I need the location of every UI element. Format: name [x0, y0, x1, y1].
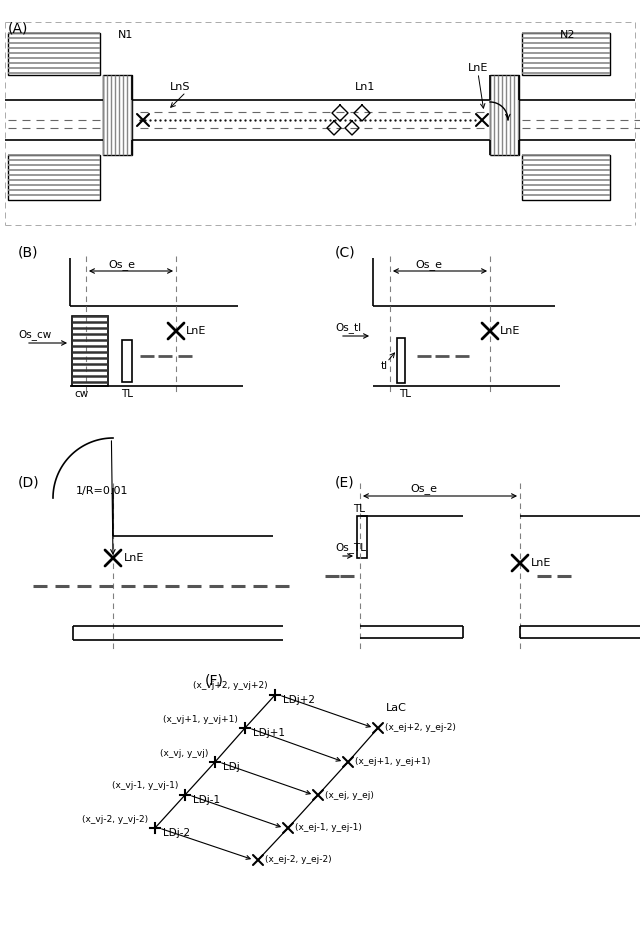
Text: (x_ej+1, y_ej+1): (x_ej+1, y_ej+1) — [355, 758, 430, 766]
Text: LaC: LaC — [386, 703, 407, 713]
Bar — [522, 33, 610, 75]
Bar — [122, 340, 132, 382]
Text: LDj-2: LDj-2 — [163, 828, 190, 838]
Text: Os_TL: Os_TL — [335, 542, 366, 554]
Bar — [522, 155, 610, 200]
Text: LDj: LDj — [223, 762, 240, 772]
Text: (D): (D) — [18, 476, 40, 490]
Text: TL: TL — [121, 389, 133, 399]
Text: LnE: LnE — [531, 558, 552, 568]
Text: Os_cw: Os_cw — [18, 330, 51, 340]
Text: Os_e: Os_e — [410, 483, 437, 494]
Text: cw: cw — [74, 389, 88, 399]
Text: LnS: LnS — [170, 82, 191, 92]
Text: LnE: LnE — [500, 326, 520, 336]
Text: LnE: LnE — [124, 553, 145, 563]
Text: LDj-1: LDj-1 — [193, 795, 220, 805]
Text: (x_vj-1, y_vj-1): (x_vj-1, y_vj-1) — [111, 781, 178, 791]
Text: (x_ej-2, y_ej-2): (x_ej-2, y_ej-2) — [265, 855, 332, 865]
Text: TL: TL — [399, 389, 411, 399]
Bar — [8, 155, 100, 200]
Text: (x_vj, y_vj): (x_vj, y_vj) — [159, 748, 208, 758]
Text: LDj+2: LDj+2 — [283, 695, 315, 705]
Text: 1/R=0.01: 1/R=0.01 — [76, 486, 129, 496]
Text: (B): (B) — [18, 246, 38, 260]
Text: (x_ej-1, y_ej-1): (x_ej-1, y_ej-1) — [295, 823, 362, 833]
Text: (x_vj+1, y_vj+1): (x_vj+1, y_vj+1) — [163, 714, 238, 724]
Text: N1: N1 — [118, 30, 133, 40]
Text: Os_tl: Os_tl — [335, 322, 361, 334]
Text: Ln1: Ln1 — [355, 82, 376, 92]
Text: (C): (C) — [335, 246, 356, 260]
Text: N2: N2 — [560, 30, 575, 40]
Bar — [103, 75, 132, 155]
Text: Os_e: Os_e — [108, 259, 135, 271]
Text: (A): (A) — [8, 22, 28, 36]
Text: (F): (F) — [205, 673, 224, 687]
Text: tl: tl — [381, 361, 388, 371]
Text: (x_ej, y_ej): (x_ej, y_ej) — [325, 791, 374, 800]
Text: (x_vj-2, y_vj-2): (x_vj-2, y_vj-2) — [82, 814, 148, 823]
Text: (x_vj+2, y_vj+2): (x_vj+2, y_vj+2) — [193, 682, 268, 691]
Bar — [490, 75, 519, 155]
Bar — [357, 516, 367, 558]
Text: (E): (E) — [335, 476, 355, 490]
Text: LDj+1: LDj+1 — [253, 728, 285, 738]
Bar — [8, 33, 100, 75]
Bar — [72, 316, 108, 386]
Text: (x_ej+2, y_ej-2): (x_ej+2, y_ej-2) — [385, 724, 456, 732]
Text: LnE: LnE — [186, 326, 206, 336]
Text: LnE: LnE — [468, 63, 488, 73]
Text: TL: TL — [353, 504, 365, 514]
Text: Os_e: Os_e — [415, 259, 442, 271]
Bar — [397, 338, 405, 383]
